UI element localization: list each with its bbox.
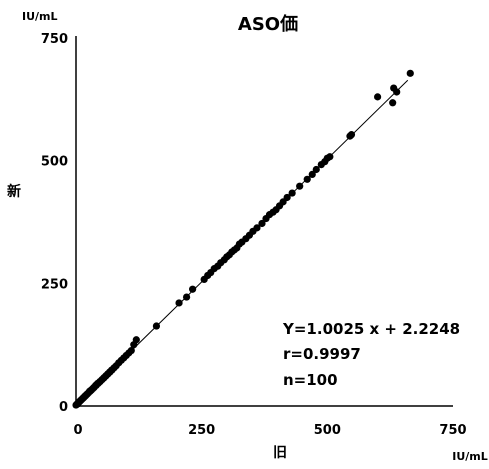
- x-axis-label: 旧: [273, 445, 287, 461]
- y-tick-label: 250: [41, 277, 68, 292]
- x-tick-label: 500: [314, 423, 341, 438]
- data-point: [175, 299, 183, 307]
- y-axis-label: 新: [7, 183, 21, 200]
- data-point: [253, 224, 261, 232]
- data-point: [132, 336, 140, 344]
- data-points: [72, 69, 414, 409]
- x-tick-label: 250: [188, 423, 215, 438]
- data-point: [189, 285, 197, 293]
- data-point: [374, 93, 382, 101]
- y-tick-label: 750: [41, 32, 68, 47]
- data-point: [288, 189, 296, 197]
- sample-size: n=100: [283, 371, 338, 389]
- x-tick-label: 750: [439, 423, 466, 438]
- x-unit-label: IU/mL: [452, 450, 488, 463]
- y-tick-label: 500: [41, 155, 68, 170]
- data-point: [303, 175, 311, 183]
- data-point: [283, 193, 291, 202]
- regression-equation: Y=1.0025 x + 2.2248: [282, 320, 460, 338]
- correlation-value: r=0.9997: [283, 345, 361, 363]
- data-point: [182, 293, 191, 301]
- data-point: [127, 346, 135, 355]
- data-point: [308, 170, 316, 179]
- data-point: [326, 153, 334, 161]
- x-tick-label: 0: [73, 423, 82, 438]
- data-point: [152, 322, 161, 330]
- axis-ticks: 0 250 500 750 0 250 500 750: [41, 32, 467, 438]
- y-tick-label: 0: [59, 400, 68, 415]
- data-point: [389, 99, 397, 107]
- data-point: [258, 219, 266, 228]
- y-unit-label: IU/mL: [22, 10, 58, 23]
- chart-title: ASO価: [238, 13, 298, 35]
- data-point: [347, 131, 356, 139]
- data-point: [296, 182, 304, 190]
- data-point: [108, 366, 116, 374]
- data-point: [312, 165, 320, 174]
- data-point: [406, 69, 414, 77]
- data-point: [393, 88, 401, 96]
